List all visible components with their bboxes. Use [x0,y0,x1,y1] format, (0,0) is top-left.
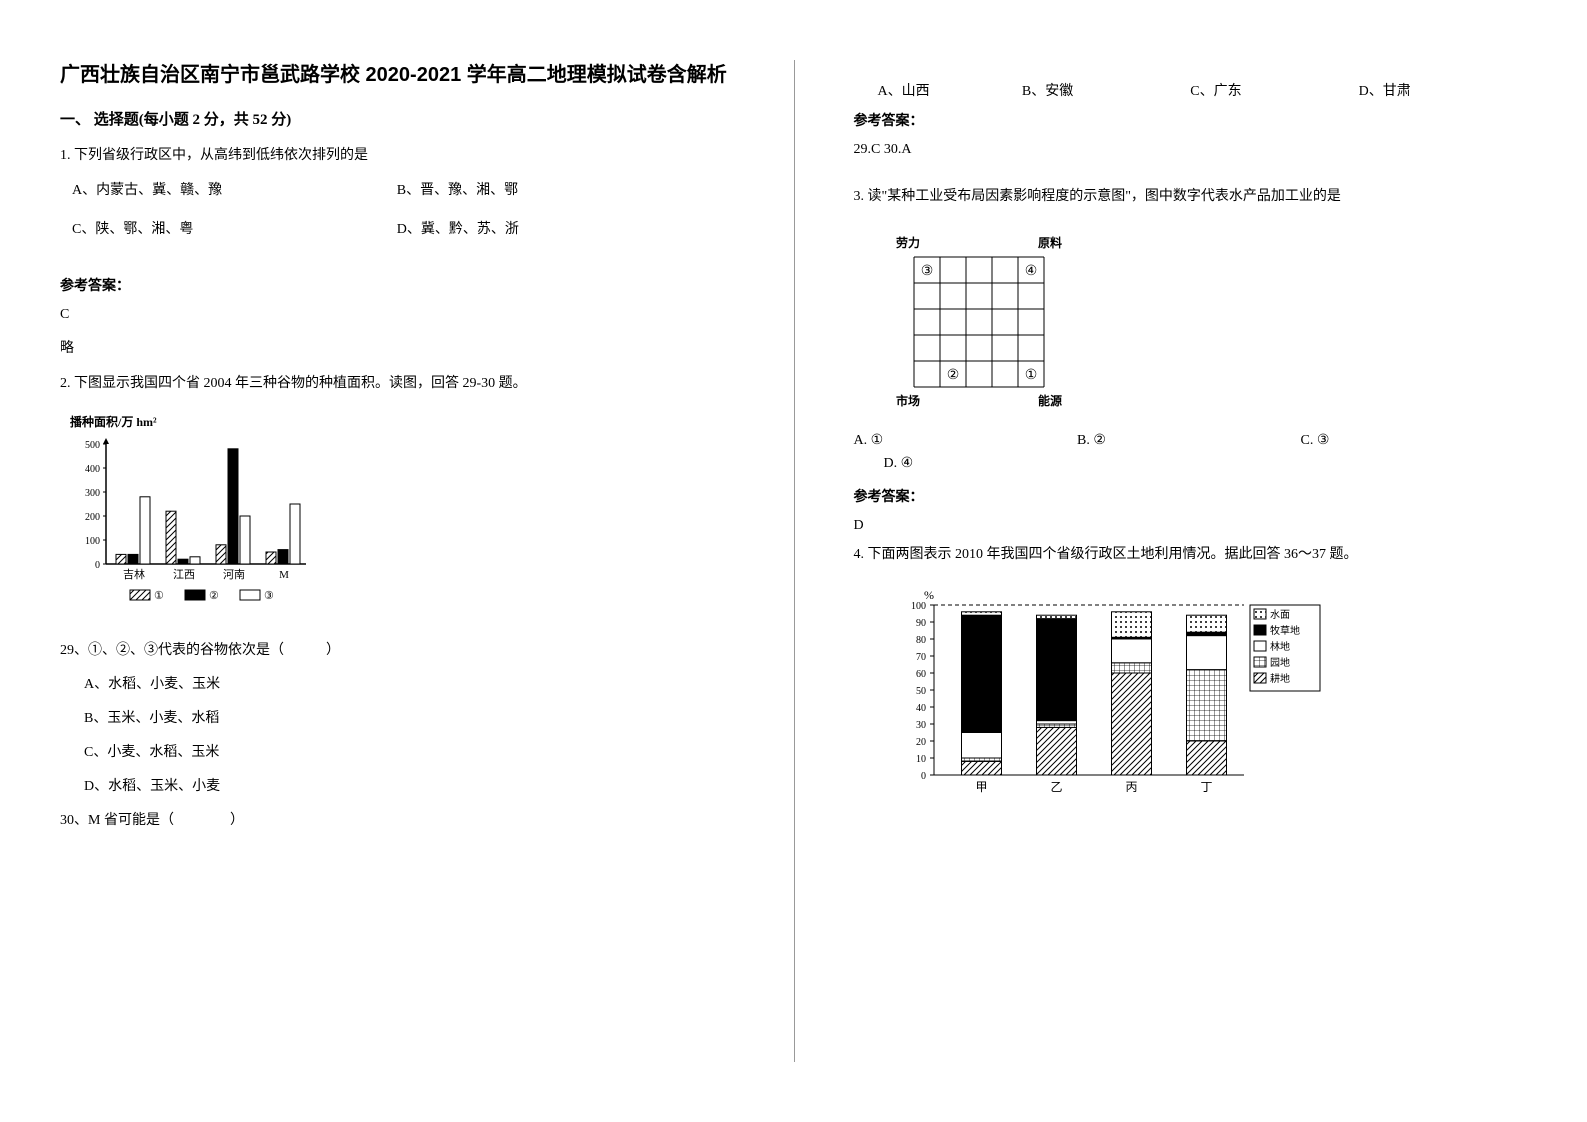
q3-diagram: 劳力 原料市场 能源① ② ③ ④ [874,227,1528,412]
page: 广西壮族自治区南宁市邕武路学校 2020-2021 学年高二地理模拟试卷含解析 … [0,0,1587,1122]
q1-stem: 1. 下列省级行政区中，从高纬到低纬依次排列的是 [60,143,734,168]
question-3: 3. 读"某种工业受布局因素影响程度的示意图"，图中数字代表水产品加工业的是 [854,184,1528,209]
q3-opt-b: B. ② [1077,432,1257,449]
svg-text:10: 10 [916,754,926,765]
svg-text:丁: 丁 [1200,780,1212,794]
svg-text:②: ② [946,368,959,383]
q3-opt-c: C. ③ [1301,432,1330,449]
svg-text:甲: 甲 [975,780,987,794]
q1-opt-d: D、冀、黔、苏、浙 [397,217,734,242]
q1-answer-head: 参考答案： [60,275,734,295]
svg-text:30: 30 [916,720,926,731]
svg-text:丙: 丙 [1125,780,1137,794]
svg-text:300: 300 [85,488,100,499]
q3-answer-head: 参考答案： [854,486,1528,506]
svg-text:50: 50 [916,686,926,697]
svg-text:劳力: 劳力 [895,235,919,250]
q4-chart: % 0 10 20 30 40 50 60 70 80 90 100 甲 乙 丙 丁 水面牧草地林地园地耕地 [884,585,1528,800]
svg-text:乙: 乙 [1050,780,1062,794]
q1-answer: C [60,307,734,323]
svg-text:河南: 河南 [223,568,245,581]
svg-text:水面: 水面 [1270,609,1290,621]
q1-opt-b: B、晋、豫、湘、鄂 [397,178,734,203]
svg-text:%: % [924,588,934,602]
svg-text:①: ① [154,590,164,602]
svg-text:20: 20 [916,737,926,748]
q2-30-a: A、山西 [854,80,1022,100]
svg-text:60: 60 [916,669,926,680]
q2-answer-head: 参考答案： [854,110,1528,130]
svg-text:70: 70 [916,652,926,663]
q3-opt-d: D. ④ [884,456,914,471]
svg-text:能源: 能源 [1037,393,1061,407]
svg-text:200: 200 [85,512,100,523]
svg-text:牧草地: 牧草地 [1270,624,1300,637]
svg-text:江西: 江西 [173,568,195,581]
svg-text:吉林: 吉林 [123,567,145,581]
q2-stem: 2. 下图显示我国四个省 2004 年三种谷物的种植面积。读图，回答 29-30… [60,371,734,396]
question-4: 4. 下面两图表示 2010 年我国四个省级行政区土地利用情况。据此回答 36～… [854,542,1528,567]
q2-29-d: D、水稻、玉米、小麦 [84,775,734,795]
q1-note: 略 [60,337,734,357]
svg-text:耕地: 耕地 [1270,672,1290,685]
svg-text:M: M [279,569,289,581]
q2-29-b: B、玉米、小麦、水稻 [84,707,734,727]
svg-text:③: ③ [920,264,933,279]
q2-30-c: C、广东 [1190,80,1358,100]
svg-text:②: ② [209,590,219,602]
svg-text:市场: 市场 [895,393,919,407]
svg-text:100: 100 [85,536,100,547]
q1-opt-a: A、内蒙古、冀、赣、豫 [60,178,397,203]
q2-30-d: D、甘肃 [1359,80,1527,100]
svg-text:③: ③ [264,590,274,602]
svg-text:90: 90 [916,618,926,629]
question-1: 1. 下列省级行政区中，从高纬到低纬依次排列的是 A、内蒙古、冀、赣、豫 B、晋… [60,143,734,257]
q2-29-c: C、小麦、水稻、玉米 [84,741,734,761]
svg-text:100: 100 [911,601,926,612]
svg-text:400: 400 [85,464,100,475]
svg-text:500: 500 [85,440,100,451]
q2-sub29: 29、①、②、③代表的谷物依次是（ ） [60,639,734,659]
svg-text:林地: 林地 [1270,640,1290,653]
svg-text:80: 80 [916,635,926,646]
q4-stem: 4. 下面两图表示 2010 年我国四个省级行政区土地利用情况。据此回答 36～… [854,542,1528,567]
svg-text:40: 40 [916,703,926,714]
q3-answer: D [854,518,1528,534]
q3-stem: 3. 读"某种工业受布局因素影响程度的示意图"，图中数字代表水产品加工业的是 [854,184,1528,209]
svg-text:原料: 原料 [1037,235,1061,250]
svg-text:园地: 园地 [1270,656,1290,669]
svg-text:播种面积/万 hm²: 播种面积/万 hm² [70,414,157,429]
question-2: 2. 下图显示我国四个省 2004 年三种谷物的种植面积。读图，回答 29-30… [60,371,734,396]
q2-sub30: 30、M 省可能是（ ） [60,809,734,829]
section-heading: 一、 选择题(每小题 2 分，共 52 分) [60,108,734,129]
svg-text:①: ① [1024,368,1037,383]
q1-opt-c: C、陕、鄂、湘、粤 [60,217,397,242]
q2-chart: 播种面积/万 hm² 0 100 200 300 400 500 吉林 江西 河南 M ① ② ③ [70,414,734,619]
svg-text:④: ④ [1024,264,1037,279]
document-title: 广西壮族自治区南宁市邕武路学校 2020-2021 学年高二地理模拟试卷含解析 [60,60,734,90]
left-column: 广西壮族自治区南宁市邕武路学校 2020-2021 学年高二地理模拟试卷含解析 … [0,0,794,1122]
q3-opt-a: A. ① [854,432,1034,449]
q2-30-b: B、安徽 [1022,80,1190,100]
svg-text:0: 0 [95,560,100,571]
svg-text:0: 0 [921,771,926,782]
q2-29-a: A、水稻、小麦、玉米 [84,673,734,693]
q2-answer: 29.C 30.A [854,142,1528,158]
right-column: A、山西 B、安徽 C、广东 D、甘肃 参考答案： 29.C 30.A 3. 读… [794,0,1587,1122]
